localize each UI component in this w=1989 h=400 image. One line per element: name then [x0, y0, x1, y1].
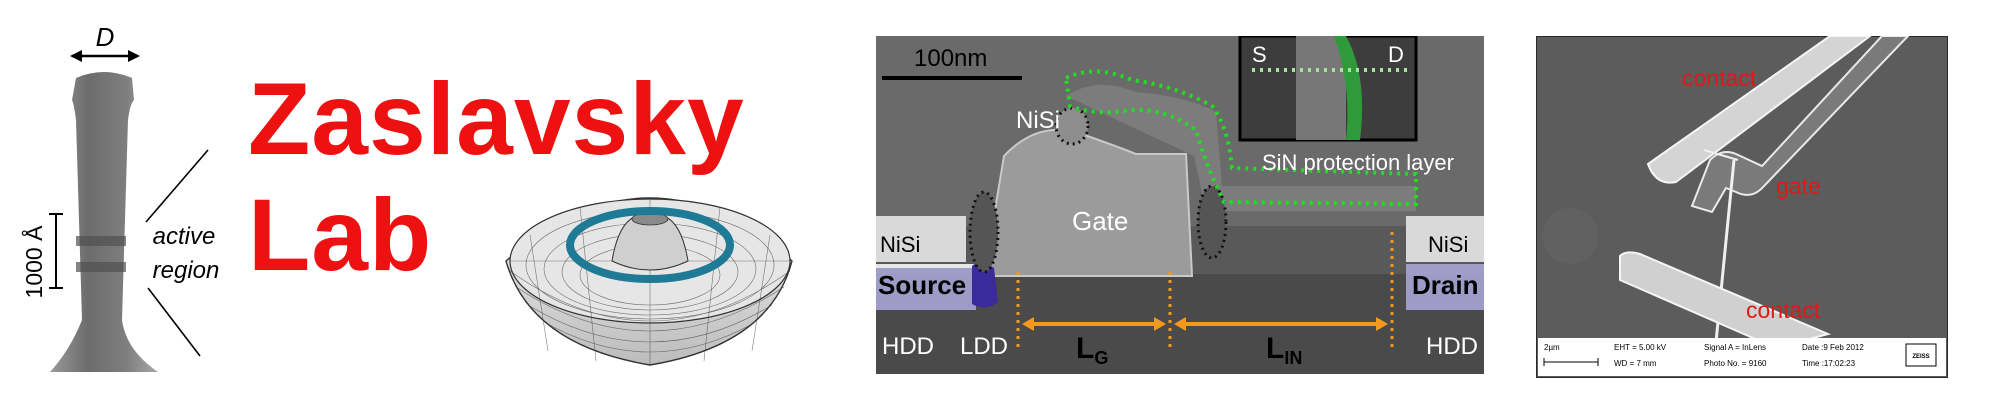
diameter-label: D [96, 22, 115, 52]
hdd-left-label: HDD [882, 333, 934, 360]
scale-label: 1000 Å [20, 225, 47, 299]
active-region-label-2: region [153, 257, 220, 284]
active-band-2 [76, 262, 126, 272]
sem-scale-label: 2µm [1544, 343, 1560, 352]
nanowire-body [50, 72, 158, 372]
source-region [876, 264, 976, 310]
sem-photo: Photo No. = 9160 [1704, 359, 1767, 368]
zeiss-logo [1905, 343, 1937, 367]
sin-layer-label: SiN protection layer [1262, 150, 1454, 175]
drain-label: Drain [1412, 270, 1478, 300]
sem-time: Time :17:02:23 [1802, 359, 1856, 368]
inset-drain-label: D [1388, 42, 1404, 67]
hdd-right-label: HDD [1426, 333, 1478, 360]
zeiss-logo-text: ZEISS [1912, 354, 1929, 360]
arrow-left-icon [70, 50, 82, 62]
lab-title-line-1: Zaslavsky [248, 62, 745, 176]
sem-signal: Signal A = InLens [1704, 343, 1766, 352]
sem-date: Date :9 Feb 2012 [1802, 343, 1864, 352]
active-region-label-1: active [153, 223, 216, 250]
lin-label: LIN [1266, 332, 1302, 368]
sin-outline [1063, 69, 1418, 207]
ldd-label: LDD [960, 333, 1008, 360]
contact-top-label: contact [1682, 65, 1757, 91]
nisi-right-label: NiSi [1428, 232, 1468, 257]
nanowire-tem-figure: D 1000 Å active region [20, 22, 220, 372]
sem-info-bar [1538, 338, 1946, 376]
sem-image: contact gate contact 2µm EHT = 5.00 kV W… [1536, 36, 1948, 378]
sem-wd: WD = 7 mm [1614, 359, 1657, 368]
ldd-region [972, 262, 998, 308]
gate-label: gate [1776, 173, 1821, 199]
surface-plot [505, 197, 793, 366]
arrow-right-icon [128, 50, 140, 62]
lg-label: LG [1076, 332, 1108, 368]
lab-title-line-2: Lab [248, 178, 433, 292]
active-band-1 [76, 236, 126, 246]
central-peak [611, 216, 689, 271]
nisi-top-label: NiSi [1016, 107, 1060, 134]
scale-bar-label: 100nm [914, 45, 987, 72]
sem-eht: EHT = 5.00 kV [1614, 343, 1667, 352]
top-contact-pad [1646, 36, 1872, 184]
gate-label: Gate [1072, 206, 1128, 236]
source-label: Source [878, 270, 966, 300]
transistor-micrograph: S D 100nm NiSi Gate SiN protection layer… [876, 36, 1484, 374]
nisi-left-label: NiSi [880, 232, 920, 257]
drain-region [1406, 264, 1484, 310]
contact-bottom-label: contact [1746, 297, 1821, 323]
highlight-ring [566, 207, 734, 283]
inset-source-label: S [1252, 42, 1267, 67]
